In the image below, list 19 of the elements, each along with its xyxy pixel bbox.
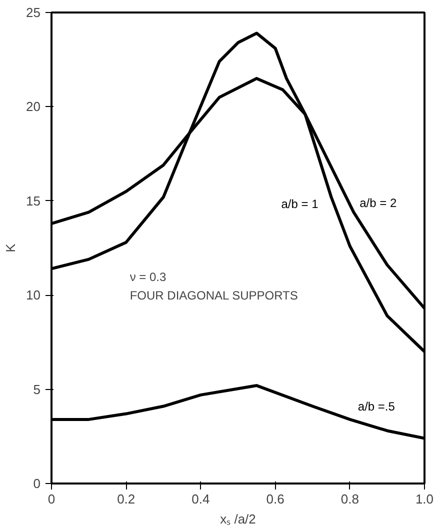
x-tick-label: 0.6 [266, 492, 284, 506]
x-tick-label: 0.8 [340, 492, 359, 506]
y-tick-label: 0 [33, 476, 41, 491]
annotation: ν = 0.3 [130, 270, 167, 284]
y-tick-label: 20 [26, 99, 41, 114]
x-axis-title: xₛ /a/2 [220, 512, 256, 526]
x-tick-label: 0.4 [192, 492, 210, 506]
series-label: a/b =.5 [358, 399, 396, 414]
y-tick-label: 25 [26, 5, 41, 20]
x-tick-label: 0.2 [117, 492, 136, 506]
y-tick-label: 15 [26, 193, 41, 208]
series-label: a/b = 2 [360, 196, 397, 210]
annotation: FOUR DIAGONAL SUPPORTS [130, 288, 298, 303]
x-tick-label: 0 [48, 492, 56, 506]
y-axis-title: K [3, 243, 18, 252]
y-tick-label: 10 [26, 288, 41, 303]
y-tick-label: 5 [33, 382, 41, 397]
x-tick-label: 1.0 [415, 492, 434, 506]
series-label: a/b = 1 [281, 197, 319, 212]
